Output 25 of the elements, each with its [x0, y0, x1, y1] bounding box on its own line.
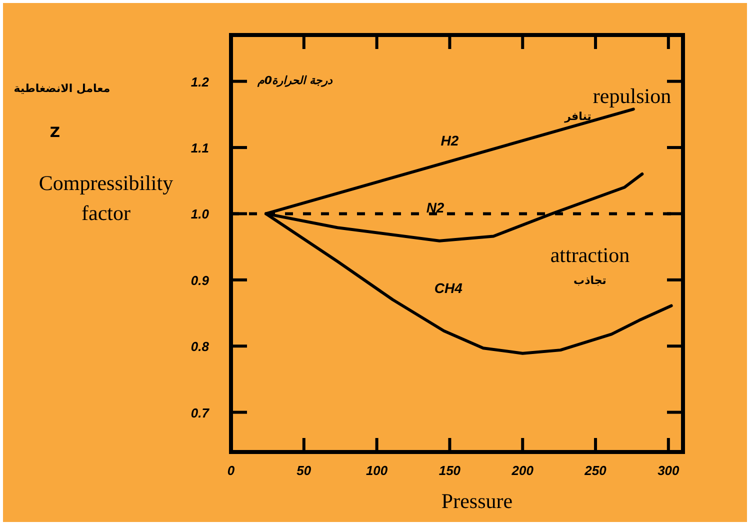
x-tick-label: 100 [366, 463, 388, 478]
annotation: repulsion [592, 84, 672, 108]
annotation: attraction [550, 243, 630, 267]
annotation: درجة الحرارة0م [256, 74, 334, 87]
series-label: N2 [426, 199, 444, 216]
y-tick-label: 1.0 [190, 206, 210, 222]
x-tick-label: 150 [438, 463, 462, 478]
y-tick-label: 0.7 [190, 405, 210, 420]
annotation: تجاذب [574, 274, 606, 287]
x-tick-label: 0 [227, 463, 236, 478]
y-axis-title: Compressibility factor [38, 171, 174, 225]
series-label: H2 [440, 132, 459, 148]
x-axis-title: Pressure [441, 489, 513, 513]
text: معامل الانضغاطية [14, 82, 110, 95]
annotation: تنافر [564, 110, 592, 123]
y-tick-label: 1.1 [190, 140, 209, 156]
series-label: CH4 [434, 280, 463, 296]
y-tick-label: 0.8 [190, 339, 210, 354]
x-tick-label: 250 [584, 463, 608, 478]
y-tick-label: 1.2 [190, 74, 210, 90]
x-tick-label: 50 [296, 463, 312, 478]
y-tick-label: 0.9 [190, 272, 210, 288]
x-tick-label: 200 [510, 463, 534, 478]
x-tick-label: 300 [658, 463, 680, 478]
text: Z [50, 125, 60, 141]
